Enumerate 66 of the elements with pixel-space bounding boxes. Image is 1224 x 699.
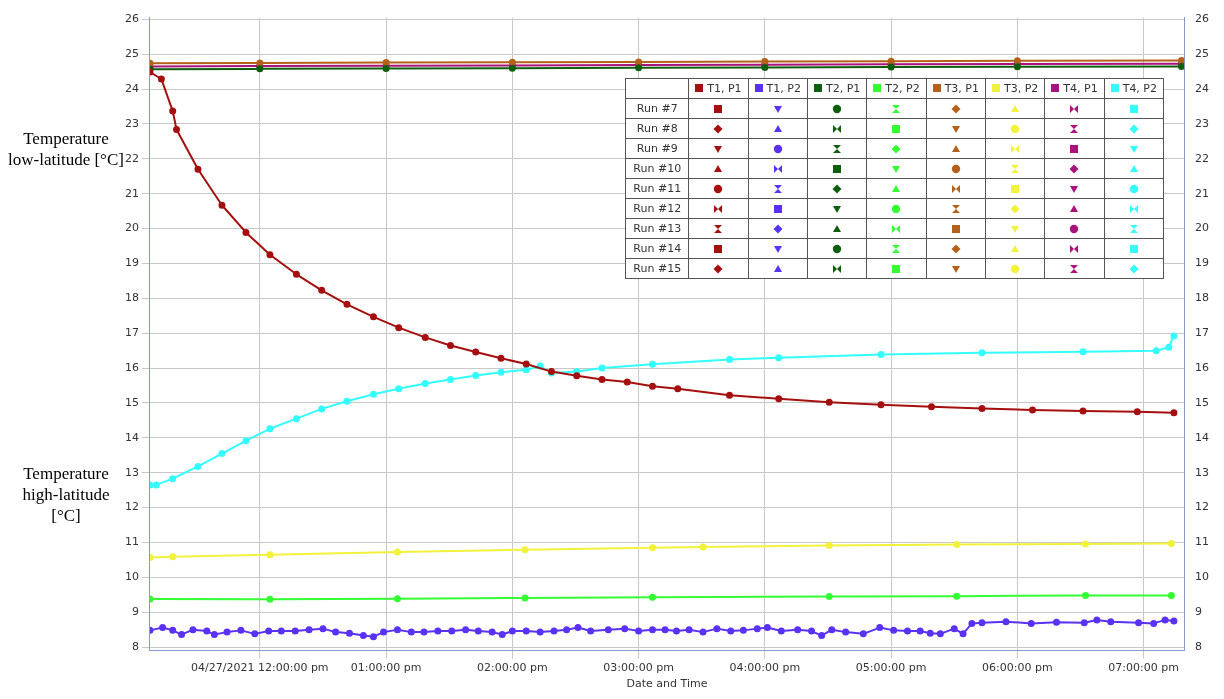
x-tick-label: 04:00:00 pm bbox=[729, 661, 801, 675]
y-tick-label: 16 bbox=[125, 360, 139, 374]
legend-label: T1, P2 bbox=[748, 78, 808, 99]
y-axis-title: Temperature low-latitude [°C] bbox=[8, 128, 124, 170]
y-tick-label: 17 bbox=[125, 326, 139, 340]
y2-tick-label: 15 bbox=[1195, 395, 1209, 409]
annotation: Run #12 bbox=[625, 198, 689, 219]
y2-tick-label: 18 bbox=[1195, 291, 1209, 305]
y2-tick-label: 9 bbox=[1195, 605, 1202, 619]
y-tick-label: 26 bbox=[125, 12, 139, 26]
y-tick-label: 19 bbox=[125, 256, 139, 270]
y2-tick-label: 17 bbox=[1195, 326, 1209, 340]
y-tick-label: 25 bbox=[125, 47, 139, 61]
legend-label: T2, P2 bbox=[866, 78, 927, 99]
y-tick-label: 15 bbox=[125, 395, 139, 409]
y2-tick-label: 16 bbox=[1195, 360, 1209, 374]
y-tick-label: 14 bbox=[125, 430, 139, 444]
y2-tick-label: 10 bbox=[1195, 570, 1209, 584]
legend-label: T2, P1 bbox=[807, 78, 867, 99]
annotation: Run #14 bbox=[625, 238, 689, 259]
y-tick-label: 13 bbox=[125, 465, 139, 479]
legend-label: T4, P2 bbox=[1104, 78, 1164, 99]
annotation: Run #13 bbox=[625, 218, 689, 239]
text: Temperature high-latitude [°C] bbox=[21, 463, 111, 526]
annotation: Run #8 bbox=[625, 118, 689, 139]
y2-tick-label: 13 bbox=[1195, 465, 1209, 479]
x-tick-label: 01:00:00 pm bbox=[350, 661, 422, 675]
y-tick-label: 24 bbox=[125, 81, 139, 95]
y-tick-label: 8 bbox=[132, 639, 139, 653]
annotation: Run #11 bbox=[625, 178, 689, 199]
y-tick-label: 10 bbox=[125, 570, 139, 584]
y2-tick-label: 19 bbox=[1195, 256, 1209, 270]
x-tick-label: 02:00:00 pm bbox=[477, 661, 548, 675]
y-tick-label: 20 bbox=[125, 221, 139, 235]
x-tick-label: 06:00:00 pm bbox=[982, 661, 1053, 675]
y-tick-label: 21 bbox=[125, 186, 139, 200]
legend-label: T1, P1 bbox=[688, 78, 749, 99]
y2-tick-label: 8 bbox=[1195, 639, 1202, 653]
legend-label: T3, P1 bbox=[926, 78, 986, 99]
y2-tick-label: 25 bbox=[1195, 47, 1209, 61]
x-tick-label: 04/27/2021 12:00:00 pm bbox=[191, 661, 329, 675]
y-tick-label: 12 bbox=[125, 500, 139, 514]
y2-tick-label: 24 bbox=[1195, 81, 1209, 95]
y2-tick-label: 26 bbox=[1195, 12, 1209, 26]
x-axis-title: Date and Time bbox=[626, 677, 708, 691]
y2-tick-label: 22 bbox=[1195, 151, 1209, 165]
y-tick-label: 23 bbox=[125, 116, 139, 130]
x-tick-label: 05:00:00 pm bbox=[855, 661, 927, 675]
y-tick-label: 18 bbox=[125, 291, 139, 305]
annotation: Run #15 bbox=[625, 258, 689, 279]
y-tick-label: 9 bbox=[132, 605, 139, 619]
y2-tick-label: 23 bbox=[1195, 116, 1209, 130]
annotation: Run #9 bbox=[625, 138, 689, 159]
x-tick-label: 07:00:00 pm bbox=[1108, 661, 1179, 675]
y2-tick-label: 12 bbox=[1195, 500, 1209, 514]
legend-label: T3, P2 bbox=[985, 78, 1045, 99]
x-tick-label: 03:00:00 pm bbox=[603, 661, 674, 675]
y2-tick-label: 14 bbox=[1195, 430, 1209, 444]
y-tick-label: 22 bbox=[125, 151, 139, 165]
annotation: Run #7 bbox=[625, 98, 689, 119]
y2-tick-label: 20 bbox=[1195, 221, 1209, 235]
annotation: Run #10 bbox=[625, 158, 689, 179]
y2-tick-label: 21 bbox=[1195, 186, 1209, 200]
legend-label: T4, P1 bbox=[1044, 78, 1105, 99]
y-tick-label: 11 bbox=[125, 535, 139, 549]
y2-tick-label: 11 bbox=[1195, 535, 1209, 549]
